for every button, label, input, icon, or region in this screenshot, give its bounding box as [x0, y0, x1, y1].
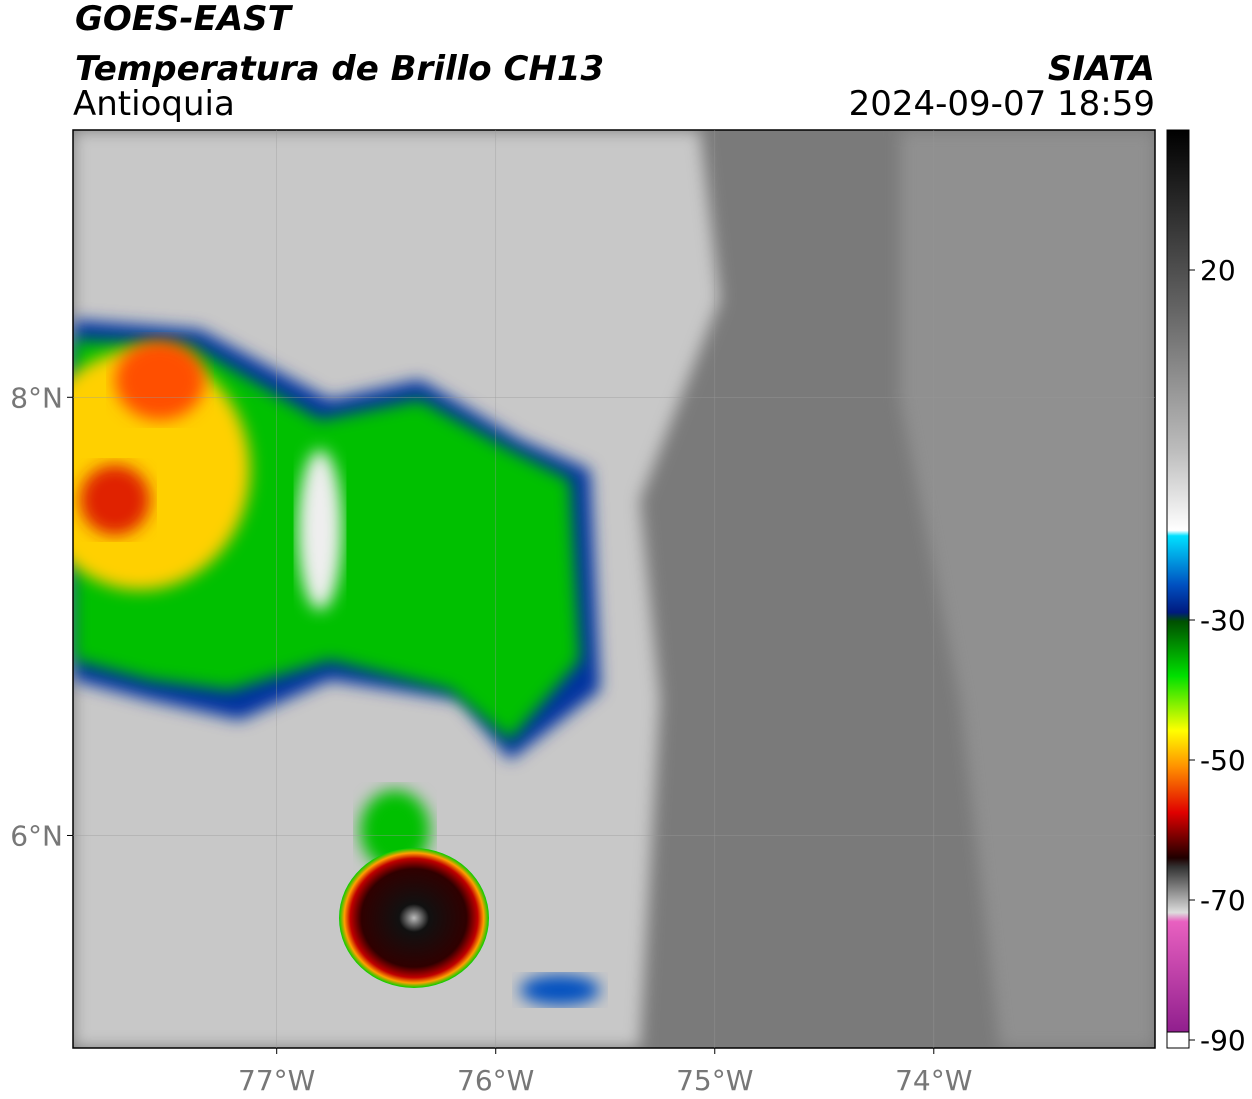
region: Antioquia [73, 84, 235, 124]
colorbar-extension [1166, 1031, 1190, 1049]
x-tick-label: 74°W [895, 1064, 972, 1097]
source: SIATA [1048, 49, 1155, 89]
x-tick-label: 75°W [676, 1064, 753, 1097]
colorbar-label: -70 [1200, 884, 1246, 917]
x-tick-label: 77°W [238, 1064, 315, 1097]
x-tick-label: 76°W [457, 1064, 534, 1097]
datetime: 2024-09-07 18:59 [849, 84, 1155, 124]
map-frame [72, 129, 1156, 1049]
y-tick-label: 6°N [10, 819, 63, 852]
colorbar [1166, 129, 1190, 1041]
colorbar-label: -90 [1200, 1024, 1246, 1057]
title: GOES-EAST [75, 0, 294, 39]
colorbar-label: -30 [1200, 604, 1246, 637]
subtitle: Temperatura de Brillo CH13 [75, 49, 604, 89]
colorbar-label: -50 [1200, 744, 1246, 777]
colorbar-label: 20 [1200, 254, 1236, 287]
y-tick-label: 8°N [10, 381, 63, 414]
satellite-image [73, 130, 1155, 1048]
